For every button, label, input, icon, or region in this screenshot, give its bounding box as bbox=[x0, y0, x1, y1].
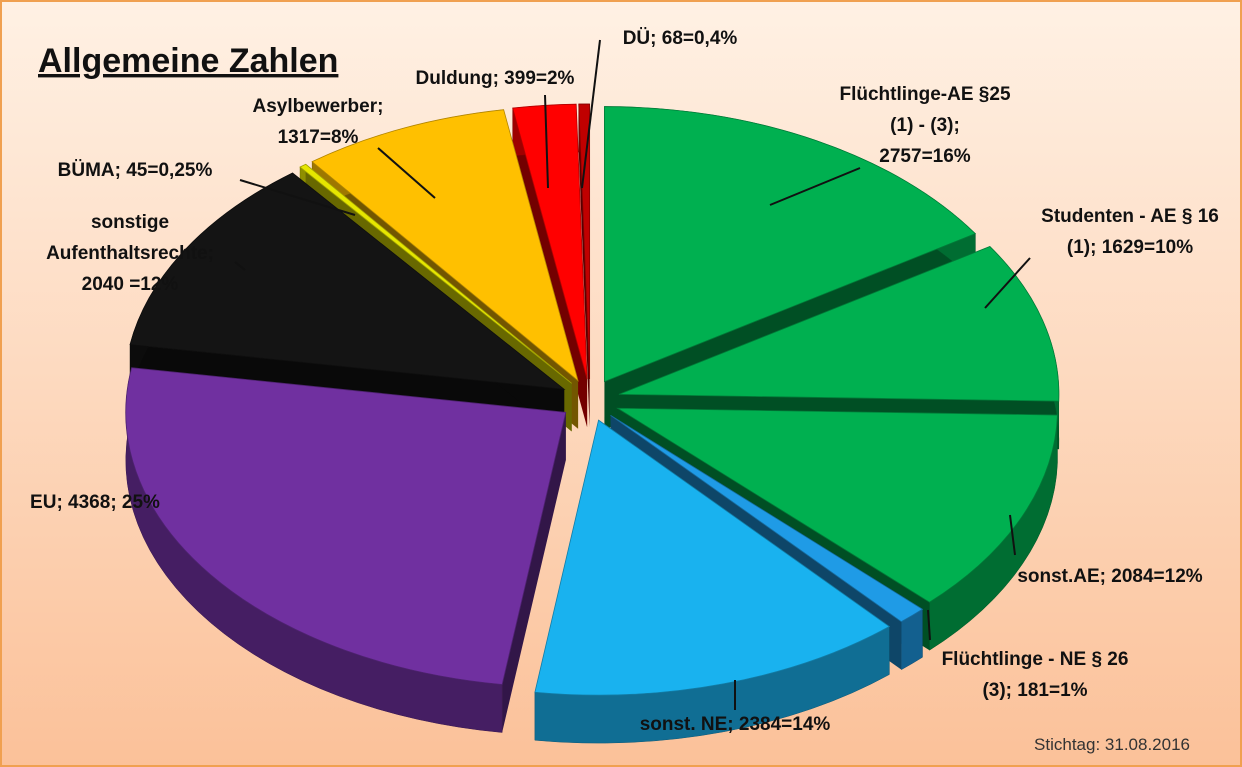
leader-line bbox=[239, 179, 356, 216]
slice-top bbox=[125, 367, 567, 685]
chart-title: Allgemeine Zahlen bbox=[38, 42, 338, 80]
data-label: DÜ; 68=0,4% bbox=[623, 28, 738, 49]
leader-line bbox=[234, 261, 246, 271]
data-label: Aufenthaltsrechte; bbox=[46, 243, 214, 264]
slice-top bbox=[578, 103, 591, 380]
data-label: sonst.AE; 2084=12% bbox=[1017, 566, 1202, 587]
data-label: 2757=16% bbox=[879, 146, 970, 167]
data-label: Flüchtlinge-AE §25 bbox=[839, 84, 1010, 105]
data-label: Studenten - AE § 16 bbox=[1041, 206, 1219, 227]
data-label: (3); 181=1% bbox=[982, 680, 1087, 701]
data-label: Duldung; 399=2% bbox=[416, 68, 575, 89]
slice-top bbox=[610, 414, 924, 623]
data-label: EU; 4368; 25% bbox=[30, 492, 160, 513]
data-label: sonstige bbox=[91, 212, 169, 233]
slice bbox=[125, 367, 567, 733]
data-label: Asylbewerber; bbox=[253, 96, 384, 117]
data-label: BÜMA; 45=0,25% bbox=[58, 160, 213, 181]
slices bbox=[125, 103, 1060, 744]
leader-line bbox=[769, 167, 861, 206]
leader-line bbox=[581, 39, 601, 189]
slice bbox=[534, 419, 891, 744]
data-label: Flüchtlinge - NE § 26 bbox=[942, 649, 1129, 670]
slice-top bbox=[311, 109, 579, 382]
data-label: 1317=8% bbox=[278, 127, 359, 148]
slice-face bbox=[502, 412, 566, 733]
slice-top bbox=[616, 407, 1058, 603]
slice-top bbox=[299, 163, 572, 384]
data-label: 2040 =12% bbox=[82, 274, 179, 295]
leader-line bbox=[927, 609, 931, 641]
footnote: Stichtag: 31.08.2016 bbox=[1034, 735, 1190, 754]
leader-line bbox=[984, 257, 1031, 309]
leader-line bbox=[1009, 514, 1016, 556]
slice-top bbox=[604, 106, 977, 383]
data-label: (1) - (3); bbox=[890, 115, 960, 136]
data-label: (1); 1629=10% bbox=[1067, 237, 1193, 258]
slice bbox=[129, 172, 566, 438]
leader-line bbox=[544, 94, 549, 189]
leader-line bbox=[377, 147, 436, 199]
slice-top bbox=[534, 419, 891, 696]
slice-top bbox=[618, 245, 1060, 402]
slice-top bbox=[129, 172, 566, 390]
labels: Flüchtlinge-AE §25 (1) - (3); 2757=16% Stud… bbox=[30, 28, 1219, 735]
data-label: sonst. NE; 2384=14% bbox=[640, 714, 831, 735]
